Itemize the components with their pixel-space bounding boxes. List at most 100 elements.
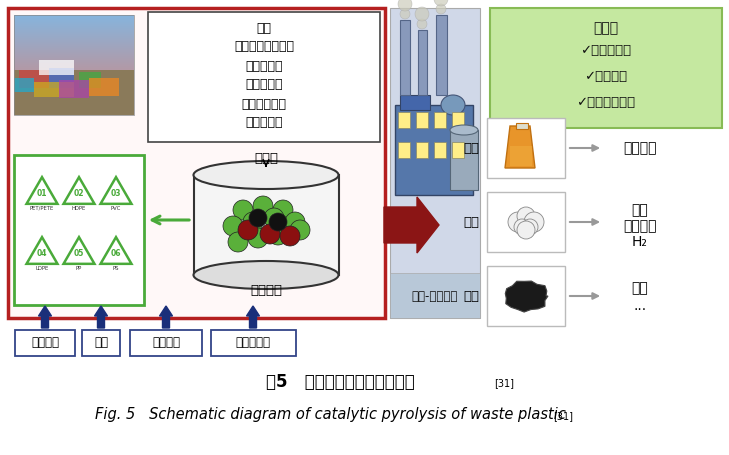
Bar bbox=[14, 15, 134, 16]
Text: HDPE: HDPE bbox=[72, 206, 86, 211]
Circle shape bbox=[273, 200, 293, 220]
Bar bbox=[14, 44, 134, 45]
Bar bbox=[450, 130, 478, 190]
Bar bbox=[14, 26, 134, 27]
Circle shape bbox=[228, 232, 248, 252]
Circle shape bbox=[400, 9, 410, 19]
Bar bbox=[14, 78, 134, 79]
Bar bbox=[398, 112, 410, 128]
Bar bbox=[14, 39, 134, 40]
Bar bbox=[14, 104, 134, 105]
Bar bbox=[14, 112, 134, 113]
Text: PVC: PVC bbox=[111, 206, 121, 211]
Bar bbox=[400, 95, 430, 110]
Bar bbox=[14, 41, 134, 42]
Circle shape bbox=[243, 212, 263, 232]
Bar bbox=[14, 72, 134, 73]
Bar bbox=[14, 98, 134, 99]
Text: PET/PETE: PET/PETE bbox=[30, 206, 54, 211]
Bar bbox=[14, 92, 134, 93]
Bar bbox=[14, 42, 134, 43]
Bar bbox=[14, 105, 134, 106]
Bar bbox=[390, 8, 480, 318]
Bar bbox=[89, 78, 119, 96]
Text: 压力: 压力 bbox=[94, 337, 108, 349]
Text: [31]: [31] bbox=[494, 378, 514, 388]
Bar bbox=[14, 63, 134, 64]
Bar bbox=[14, 37, 134, 38]
Circle shape bbox=[415, 7, 429, 21]
Bar bbox=[14, 27, 134, 28]
Bar bbox=[14, 61, 134, 62]
Bar bbox=[487, 266, 565, 326]
Ellipse shape bbox=[193, 161, 338, 189]
Bar bbox=[8, 8, 385, 318]
Text: 气体: 气体 bbox=[463, 216, 479, 228]
FancyArrow shape bbox=[160, 306, 173, 328]
Circle shape bbox=[524, 212, 544, 232]
Bar bbox=[14, 91, 134, 92]
Bar bbox=[14, 28, 134, 29]
Bar bbox=[14, 103, 134, 104]
Bar bbox=[79, 72, 101, 88]
Bar bbox=[14, 93, 134, 94]
Bar bbox=[14, 110, 134, 111]
Bar bbox=[14, 114, 134, 115]
Bar bbox=[14, 50, 134, 51]
Text: 碱性催化剂、黏土: 碱性催化剂、黏土 bbox=[234, 40, 294, 54]
Bar bbox=[14, 45, 134, 46]
Text: 催化裂解: 催化裂解 bbox=[250, 284, 282, 298]
Bar bbox=[14, 68, 134, 69]
FancyArrow shape bbox=[246, 306, 260, 328]
Circle shape bbox=[290, 220, 310, 240]
Text: 多孔催化剂: 多孔催化剂 bbox=[245, 116, 283, 130]
Bar bbox=[14, 59, 134, 60]
Bar bbox=[14, 36, 134, 37]
Bar bbox=[194, 175, 339, 275]
Bar bbox=[49, 68, 74, 88]
Text: Fig. 5   Schematic diagram of catalytic pyrolysis of waste plastic: Fig. 5 Schematic diagram of catalytic py… bbox=[95, 408, 566, 423]
Bar bbox=[418, 30, 427, 95]
Bar bbox=[14, 70, 134, 71]
Bar bbox=[14, 24, 134, 25]
Bar bbox=[14, 69, 134, 70]
Text: 04: 04 bbox=[36, 249, 47, 258]
Bar bbox=[14, 58, 134, 59]
Text: ✓循环经济: ✓循环经济 bbox=[585, 70, 628, 82]
Text: [31]: [31] bbox=[553, 411, 573, 421]
Text: PS: PS bbox=[113, 266, 120, 271]
Bar bbox=[14, 87, 134, 88]
Bar bbox=[14, 77, 134, 78]
Bar bbox=[14, 15, 134, 115]
Text: 异位催化剂: 异位催化剂 bbox=[245, 60, 283, 72]
Bar bbox=[510, 146, 532, 166]
FancyArrow shape bbox=[95, 306, 107, 328]
Ellipse shape bbox=[441, 95, 465, 115]
Bar bbox=[14, 75, 134, 76]
Bar bbox=[14, 79, 134, 80]
Bar bbox=[14, 48, 134, 49]
Circle shape bbox=[514, 219, 530, 235]
Text: 焦炭: 焦炭 bbox=[463, 289, 479, 303]
Text: ...: ... bbox=[634, 299, 647, 313]
Bar bbox=[14, 64, 134, 65]
Bar bbox=[398, 142, 410, 158]
Circle shape bbox=[522, 219, 538, 235]
Bar bbox=[14, 33, 134, 34]
Bar bbox=[14, 31, 134, 32]
Bar bbox=[34, 82, 74, 97]
Text: 停留时间: 停留时间 bbox=[152, 337, 180, 349]
Bar bbox=[14, 43, 134, 44]
Bar bbox=[14, 29, 134, 30]
Bar bbox=[14, 53, 134, 54]
Bar bbox=[59, 80, 89, 98]
Text: 06: 06 bbox=[111, 249, 121, 258]
Bar bbox=[14, 95, 134, 96]
FancyArrow shape bbox=[39, 306, 52, 328]
Text: 05: 05 bbox=[74, 249, 84, 258]
Bar bbox=[14, 40, 134, 41]
Bar bbox=[14, 46, 134, 47]
Bar bbox=[14, 23, 134, 24]
Bar bbox=[14, 21, 134, 22]
Text: 01: 01 bbox=[36, 189, 47, 198]
